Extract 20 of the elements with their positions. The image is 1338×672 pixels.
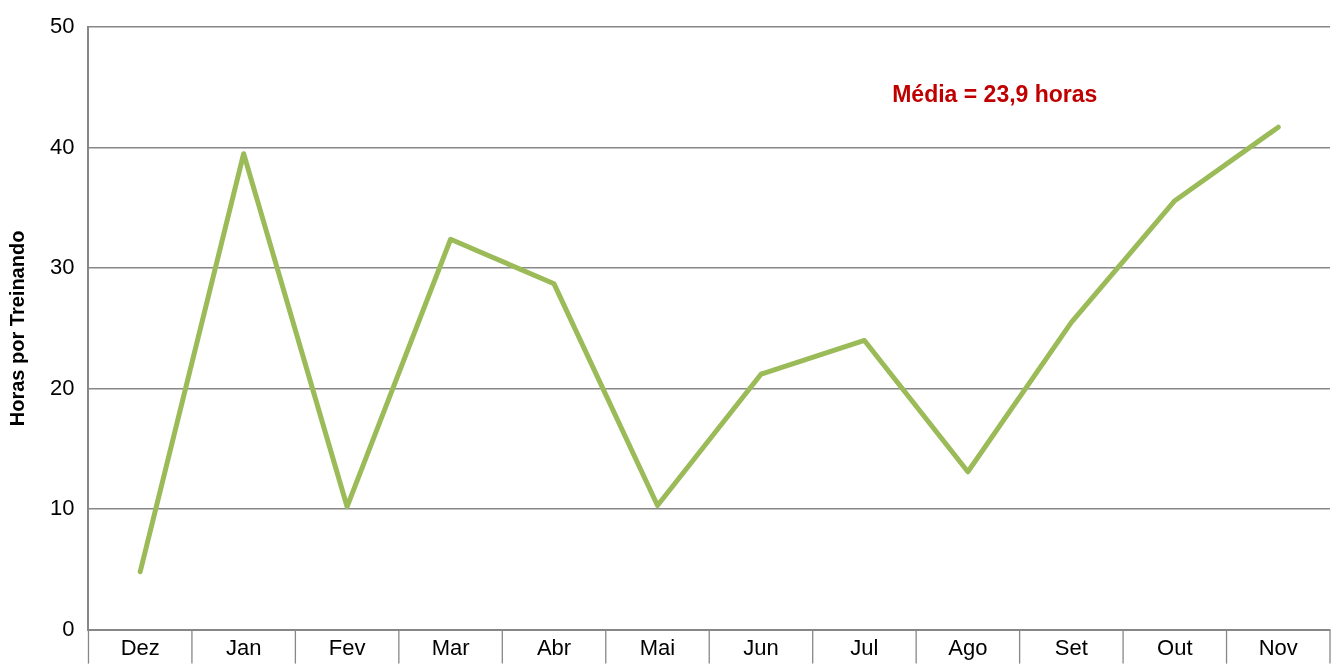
y-tick-label: 50 (49, 13, 75, 39)
y-tick-label: 30 (49, 254, 75, 280)
x-tick-label: Dez (120, 634, 160, 660)
x-tick-label: Set (1054, 634, 1088, 660)
y-axis-title: Horas por Treinando (5, 230, 28, 427)
x-tick-label: Ago (948, 634, 988, 660)
x-tick-label: Mar (431, 634, 470, 660)
x-tick-label: Fev (328, 634, 366, 660)
y-tick-label: 40 (49, 133, 75, 159)
y-tick-label: 10 (49, 495, 75, 521)
y-tick-label: 20 (49, 374, 75, 400)
x-tick-label: Out (1157, 634, 1193, 660)
x-tick-label: Jul (850, 634, 879, 660)
x-tick-label: Jan (225, 634, 262, 660)
y-tick-label: 0 (62, 615, 75, 641)
x-tick-label: Abr (536, 634, 572, 660)
annotation: Média = 23,9 horas (892, 80, 1098, 107)
x-tick-label: Jun (743, 634, 779, 660)
x-tick-label: Nov (1258, 634, 1298, 660)
x-tick-label: Mai (639, 634, 676, 660)
